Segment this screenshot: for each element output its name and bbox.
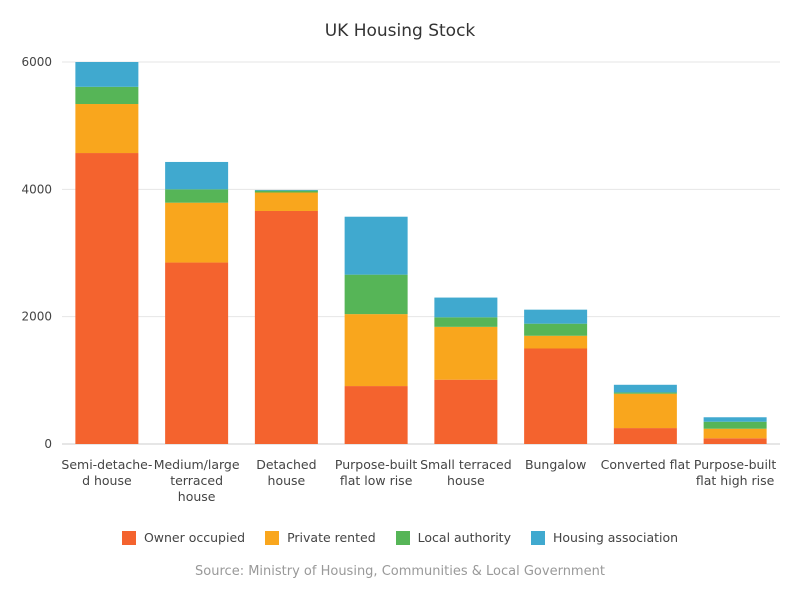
y-tick-label: 0: [44, 437, 52, 451]
bar-segment: [75, 86, 139, 105]
bar-segment: [703, 438, 767, 444]
bar-segment: [344, 314, 408, 387]
bar-segment: [165, 161, 229, 190]
bar-segment: [524, 309, 588, 324]
bar-segment: [165, 262, 229, 444]
bar-segment: [75, 104, 139, 154]
bar-segment: [434, 379, 498, 444]
bar-segment: [75, 153, 139, 444]
legend-label: Housing association: [552, 530, 679, 545]
x-tick-label: Bungalow: [525, 457, 586, 472]
legend-swatch: [265, 530, 280, 545]
bar-segment: [344, 216, 408, 275]
legend-label: Owner occupied: [143, 530, 246, 545]
x-tick-label: Purpose-built flat low rise: [335, 457, 417, 488]
legend-swatch: [395, 530, 410, 545]
source-note: Source: Ministry of Housing, Communities…: [195, 564, 605, 579]
x-tick-label: Converted flat: [601, 457, 691, 472]
bar-segment: [703, 417, 767, 422]
bar-segment: [434, 317, 498, 327]
x-tick-label: Semi-detache-d house: [61, 457, 152, 488]
legend-item[interactable]: Private rented: [265, 530, 376, 545]
bar-segment: [524, 335, 588, 349]
bar-segment: [75, 62, 139, 87]
bar-segment: [254, 210, 318, 444]
bar-segment: [613, 384, 677, 393]
legend-label: Local authority: [417, 530, 511, 545]
legend-item[interactable]: Owner occupied: [121, 530, 246, 545]
legend-swatch: [121, 530, 136, 545]
legend-item[interactable]: Housing association: [530, 530, 679, 545]
legend: Owner occupied Private rented Local author…: [0, 530, 800, 545]
x-tick-label: Small terraced house: [420, 457, 512, 488]
bar-segment: [434, 297, 498, 318]
bar-segment: [165, 189, 229, 203]
bar-segment: [254, 192, 318, 211]
bar-segment: [165, 202, 229, 263]
y-tick-label: 4000: [21, 182, 52, 196]
y-tick-label: 6000: [21, 55, 52, 69]
bar-segment: [613, 428, 677, 444]
bar-segment: [613, 392, 677, 394]
x-tick-label: Detached house: [256, 457, 316, 488]
y-tick-label: 2000: [21, 310, 52, 324]
legend-label: Private rented: [287, 530, 376, 545]
bar-segment: [344, 274, 408, 315]
bar-segment: [703, 421, 767, 429]
bar-segment: [524, 323, 588, 336]
bar-segment: [254, 190, 318, 193]
bar-segment: [254, 189, 318, 191]
bar-segment: [703, 428, 767, 439]
x-tick-label: Purpose-built flat high rise: [694, 457, 776, 488]
bar-segment: [524, 348, 588, 444]
legend-swatch: [530, 530, 545, 545]
bar-segment: [344, 386, 408, 444]
chart-title: UK Housing Stock: [324, 21, 476, 41]
bar-segment: [434, 326, 498, 380]
x-tick-label: Medium/large terraced house: [154, 457, 240, 504]
bar-segment: [613, 393, 677, 429]
legend-item[interactable]: Local authority: [395, 530, 511, 545]
